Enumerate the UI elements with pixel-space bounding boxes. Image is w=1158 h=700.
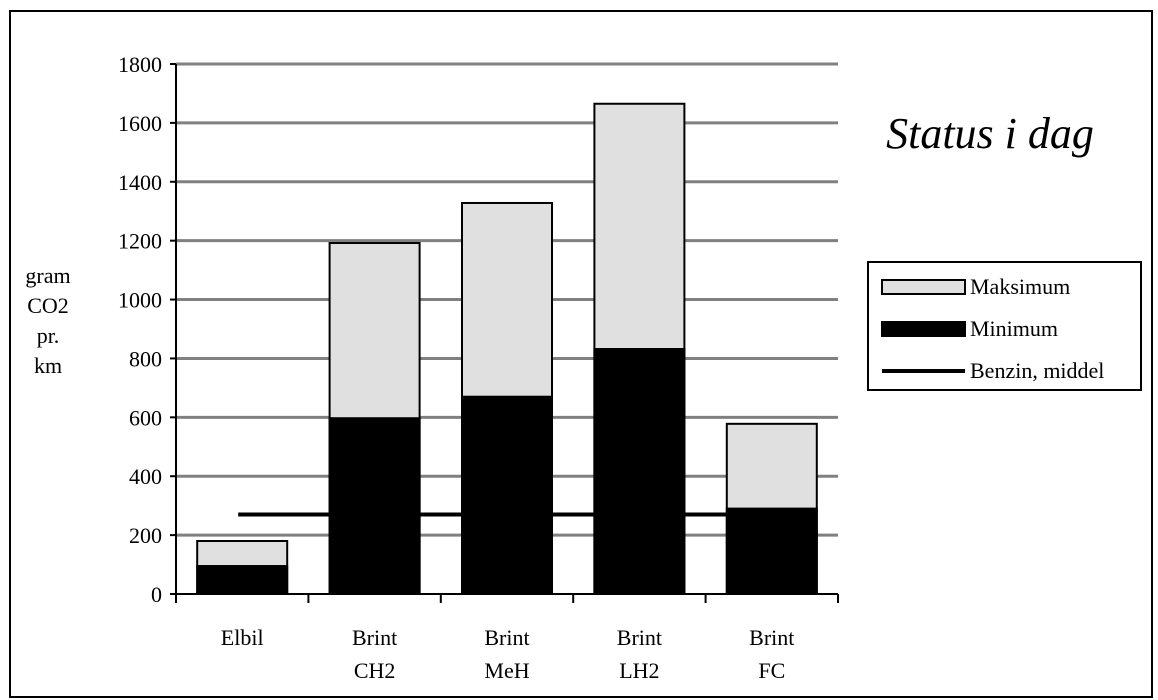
bar-minimum xyxy=(328,417,421,596)
y-axis-label: gram CO2 pr. km xyxy=(25,263,70,378)
chart-title: Status i dag xyxy=(886,109,1094,158)
bar-minimum xyxy=(461,395,553,595)
x-tick-label: Brint FC xyxy=(749,625,794,683)
y-tick-label: 200 xyxy=(129,523,162,548)
y-tick-label: 400 xyxy=(129,464,162,489)
y-tick-label: 1800 xyxy=(118,52,162,77)
y-tick-label: 1600 xyxy=(118,111,162,136)
bar-minimum xyxy=(725,507,818,595)
y-tick-labels: 0 200 400 600 800 1000 1200 1400 1600 1800 xyxy=(118,52,162,607)
x-tick-label: Brint MeH xyxy=(484,625,529,683)
y-tick-label: 800 xyxy=(129,346,162,371)
x-tick-label: Brint LH2 xyxy=(617,625,662,683)
x-tick-labels: Elbil Brint CH2 Brint MeH Brint LH2 Brint FC xyxy=(221,625,795,683)
legend-label: Maksimum xyxy=(970,274,1070,299)
legend-swatch xyxy=(881,321,966,337)
bar-minimum xyxy=(196,565,289,595)
y-tick-label: 1000 xyxy=(118,288,162,313)
bars xyxy=(196,102,818,596)
x-tick-label: Elbil xyxy=(221,625,264,650)
legend-label: Minimum xyxy=(970,316,1058,341)
legend: Maksimum Minimum Benzin, middel xyxy=(867,261,1142,391)
x-tick-label: Brint CH2 xyxy=(352,625,397,683)
y-tick-label: 1200 xyxy=(118,229,162,254)
y-tick-label: 600 xyxy=(129,405,162,430)
legend-swatch xyxy=(881,279,966,295)
bar-minimum xyxy=(593,348,686,595)
legend-label: Benzin, middel xyxy=(970,358,1104,383)
y-tick-label: 1400 xyxy=(118,170,162,195)
y-tick-label: 0 xyxy=(151,582,162,607)
y-axis-label-text: gram CO2 pr. km xyxy=(25,263,70,378)
axes xyxy=(170,63,839,603)
